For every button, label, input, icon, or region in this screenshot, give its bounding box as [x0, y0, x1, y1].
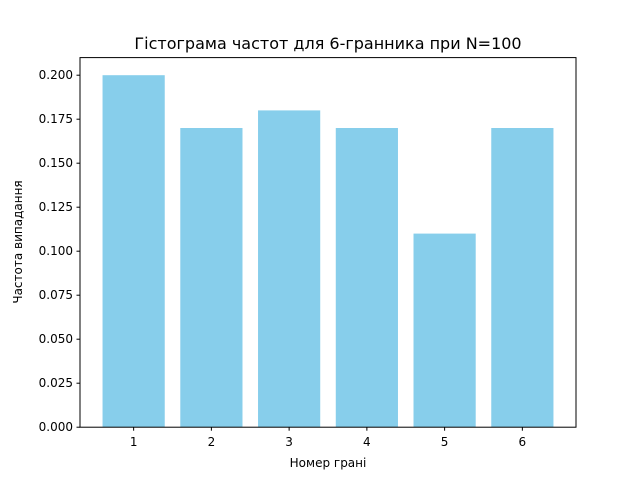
bars-group: [102, 75, 554, 428]
y-axis-label: Частота випадання: [11, 180, 25, 303]
y-tick-label: 0.200: [39, 68, 73, 82]
x-tick-label: 5: [441, 435, 449, 449]
plot-frame: [79, 57, 577, 428]
x-axis: 1 2 3 4 5 6: [130, 427, 526, 449]
y-tick-label: 0.050: [39, 332, 73, 346]
bar-1: [102, 75, 165, 428]
x-tick-label: 3: [285, 435, 293, 449]
x-axis-label: Номер грані: [290, 456, 367, 470]
y-tick-label: 0.100: [39, 244, 73, 258]
x-tick-label: 4: [363, 435, 371, 449]
bar-4: [335, 128, 398, 428]
y-tick-label: 0.075: [39, 288, 73, 302]
x-tick-label: 2: [208, 435, 216, 449]
bar-6: [491, 128, 554, 428]
y-tick-label: 0.175: [39, 112, 73, 126]
x-tick-label: 1: [130, 435, 138, 449]
y-tick-label: 0.025: [39, 376, 73, 390]
x-tick-label: 6: [519, 435, 527, 449]
bar-2: [180, 128, 243, 428]
bar-5: [413, 233, 476, 428]
y-axis: 0.000 0.025 0.050 0.075 0.100 0.125 0.150 0.175…: [39, 68, 80, 434]
bar-3: [258, 110, 321, 428]
chart-title: Гістограма частот для 6-гранника при N=1…: [134, 34, 521, 53]
y-tick-label: 0.125: [39, 200, 73, 214]
y-tick-label: 0.150: [39, 156, 73, 170]
y-tick-label: 0.000: [39, 420, 73, 434]
